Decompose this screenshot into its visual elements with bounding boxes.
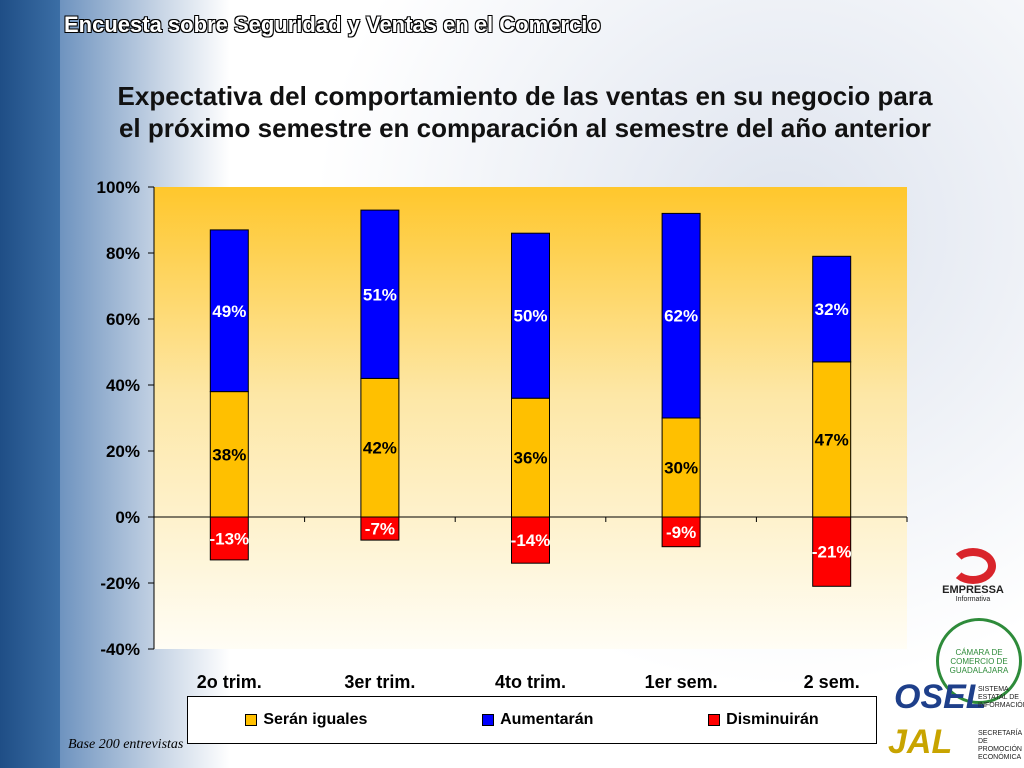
- y-tick-label: 60%: [106, 310, 140, 329]
- data-label: 62%: [664, 307, 698, 326]
- x-category-label: 2 sem.: [804, 672, 860, 692]
- data-label: 49%: [212, 302, 246, 321]
- y-tick-label: 20%: [106, 442, 140, 461]
- chart-title-line-1: Expectativa del comportamiento de las ve…: [117, 81, 933, 111]
- data-label: 47%: [815, 430, 849, 449]
- empressa-symbol-icon: [950, 548, 996, 584]
- data-label: 38%: [212, 445, 246, 464]
- x-category-label: 3er trim.: [344, 672, 415, 692]
- bar-segment: [511, 516, 550, 564]
- y-tick-label: 100%: [97, 178, 140, 197]
- data-label: -21%: [812, 543, 852, 562]
- x-category-label: 2o trim.: [197, 672, 262, 692]
- empressa-name: EMPRESSA: [942, 584, 1004, 596]
- data-label: -9%: [666, 523, 696, 542]
- legend-item-seran-iguales: Serán iguales: [245, 711, 367, 729]
- bar-segment: [511, 397, 550, 518]
- canaco-seal-logo: CÁMARA DE COMERCIO DE GUADALAJARA: [936, 618, 1022, 704]
- legend-item-disminuiran: Disminuirán: [708, 711, 819, 729]
- y-tick-label: -20%: [100, 574, 140, 593]
- data-label: -13%: [209, 529, 249, 548]
- bar-segment: [360, 377, 400, 518]
- x-category-label: 4to trim.: [495, 672, 566, 692]
- legend-label: Disminuirán: [726, 711, 819, 728]
- slide-header-title: Encuesta sobre Seguridad y Ventas en el …: [64, 12, 601, 37]
- data-label: -14%: [511, 531, 551, 550]
- bar-segment: [209, 229, 249, 393]
- canaco-text: CÁMARA DE COMERCIO DE GUADALAJARA: [949, 647, 1009, 675]
- data-label: -7%: [365, 520, 395, 539]
- data-label: 42%: [363, 439, 397, 458]
- y-tick-label: 0%: [115, 508, 140, 527]
- bar-segment: [812, 516, 852, 587]
- legend-label: Aumentarán: [500, 711, 594, 728]
- bar-segment: [209, 516, 249, 561]
- bar-segment: [812, 255, 852, 363]
- bar-segment: [360, 209, 400, 379]
- legend-swatch-red: [708, 714, 721, 726]
- y-tick-label: -40%: [100, 640, 140, 659]
- chart-title-line-2: el próximo semestre en comparación al se…: [118, 113, 932, 143]
- empressa-sub: Informativa: [955, 596, 991, 603]
- y-tick-label: 80%: [106, 244, 140, 263]
- bar-segment: [661, 417, 701, 518]
- jal-logo: JAL: [888, 723, 953, 761]
- bar-segment: [661, 212, 701, 419]
- legend-item-aumentaran: Aumentarán: [482, 711, 593, 729]
- bar-segment: [661, 516, 701, 548]
- sponsor-logos: EMPRESSA Informativa CÁMARA DE COMERCIO …: [888, 548, 1024, 768]
- left-decorative-band: [0, 0, 60, 768]
- osel-sub: SISTEMA ESTATAL DE INFORMACIÓN: [978, 686, 1024, 709]
- chart-legend: Serán iguales Aumentarán Disminuirán: [187, 696, 877, 744]
- data-label: 50%: [513, 307, 547, 326]
- empressa-logo: EMPRESSA Informativa: [938, 548, 1008, 618]
- osel-logo: OSEL: [894, 678, 987, 716]
- data-label: 32%: [815, 300, 849, 319]
- data-label: 36%: [513, 449, 547, 468]
- y-tick-label: 40%: [106, 376, 140, 395]
- jal-sub: SECRETARÍA DE PROMOCIÓN ECONÓMICA: [978, 730, 1022, 761]
- footnote-base: Base 200 entrevistas: [68, 737, 184, 752]
- bar-segment: [360, 516, 400, 541]
- legend-swatch-blue: [482, 714, 495, 726]
- chart-title: Expectativa del comportamiento de las ve…: [40, 80, 1010, 144]
- data-label: 30%: [664, 459, 698, 478]
- legend-swatch-yellow: [245, 714, 258, 726]
- legend-label: Serán iguales: [263, 711, 368, 728]
- data-label: 51%: [363, 285, 397, 304]
- x-category-label: 1er sem.: [645, 672, 718, 692]
- bar-segment: [511, 232, 550, 399]
